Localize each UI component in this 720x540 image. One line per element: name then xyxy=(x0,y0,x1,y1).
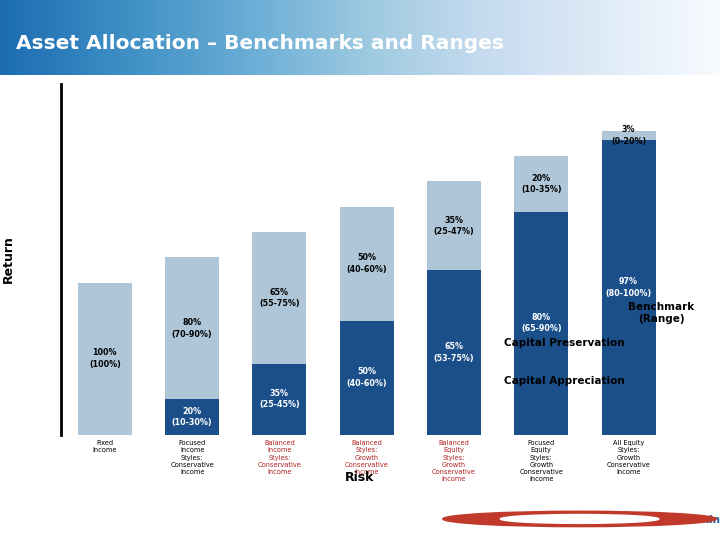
Text: 3%
(0-20%): 3% (0-20%) xyxy=(611,125,646,145)
Text: 35%
(25-47%): 35% (25-47%) xyxy=(433,215,474,236)
Text: 80%
(65-90%): 80% (65-90%) xyxy=(521,313,562,334)
Bar xyxy=(165,258,219,399)
Text: BMO: BMO xyxy=(529,513,562,526)
Bar xyxy=(78,283,132,435)
Text: Balanced
Equity
Styles:
Growth
Conservative
Income: Balanced Equity Styles: Growth Conservat… xyxy=(432,440,476,482)
Text: All Equity
Styles:
Growth
Conservative
Income: All Equity Styles: Growth Conservative I… xyxy=(607,440,650,475)
Text: 50%
(40-60%): 50% (40-60%) xyxy=(346,253,387,274)
Bar xyxy=(601,140,656,435)
Bar xyxy=(340,207,394,321)
Text: Focused
Income
Styles:
Conservative
Income: Focused Income Styles: Conservative Inco… xyxy=(170,440,214,475)
Text: Capital Preservation: Capital Preservation xyxy=(504,338,625,348)
Bar xyxy=(252,232,307,364)
Text: Capital Appreciation: Capital Appreciation xyxy=(504,376,625,386)
Bar xyxy=(427,181,481,270)
Text: Harris Private Banking: Harris Private Banking xyxy=(594,515,720,525)
Text: ®: ® xyxy=(707,517,714,523)
Text: 50%
(40-60%): 50% (40-60%) xyxy=(346,368,387,388)
Text: Asset Allocation – Benchmarks and Ranges: Asset Allocation – Benchmarks and Ranges xyxy=(16,33,504,53)
Text: 65%
(53-75%): 65% (53-75%) xyxy=(433,342,474,362)
Bar xyxy=(340,321,394,435)
Text: 65%
(55-75%): 65% (55-75%) xyxy=(259,288,300,308)
Text: Balanced
Styles:
Growth
Conservative
Income: Balanced Styles: Growth Conservative Inc… xyxy=(345,440,389,475)
Text: Benchmark
(Range): Benchmark (Range) xyxy=(628,302,694,324)
Text: Focused
Equity
Styles:
Growth
Conservative
Income: Focused Equity Styles: Growth Conservati… xyxy=(519,440,563,482)
Bar xyxy=(427,270,481,435)
Bar xyxy=(514,156,568,212)
Text: 35%
(25-45%): 35% (25-45%) xyxy=(259,389,300,409)
Text: 97%
(80-100%): 97% (80-100%) xyxy=(606,277,652,298)
Text: 100%
(100%): 100% (100%) xyxy=(89,348,121,369)
Circle shape xyxy=(500,515,659,523)
Bar xyxy=(252,364,307,435)
Text: Balanced
Income
Styles:
Conservative
Income: Balanced Income Styles: Conservative Inc… xyxy=(258,440,302,475)
Circle shape xyxy=(443,511,716,526)
Text: 20%
(10-30%): 20% (10-30%) xyxy=(172,407,212,427)
Bar xyxy=(601,131,656,140)
Text: 80%
(70-90%): 80% (70-90%) xyxy=(172,318,212,339)
Text: Risk: Risk xyxy=(346,471,374,484)
Text: 20%
(10-35%): 20% (10-35%) xyxy=(521,174,562,194)
Bar xyxy=(165,399,219,435)
Bar xyxy=(514,212,568,435)
Text: Fixed
Income: Fixed Income xyxy=(93,440,117,454)
Text: Return: Return xyxy=(2,235,15,283)
